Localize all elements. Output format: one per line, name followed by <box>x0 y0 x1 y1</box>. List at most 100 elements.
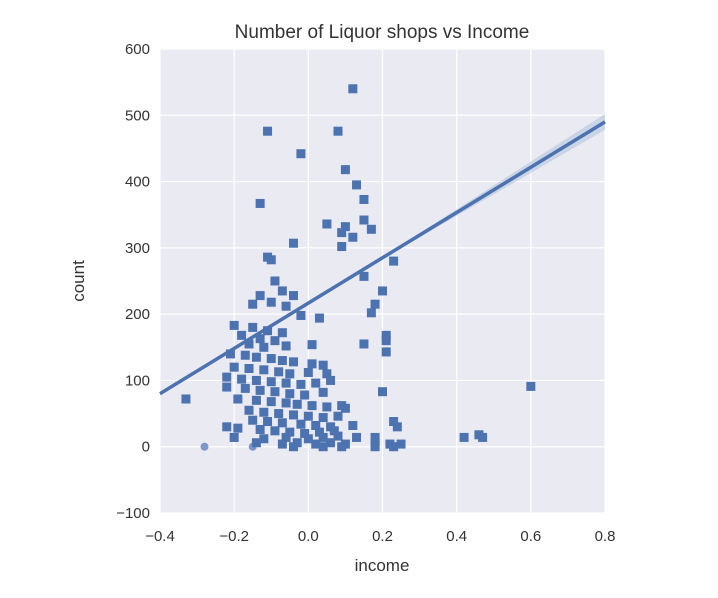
data-point-121 <box>459 432 469 442</box>
data-point-8 <box>322 219 332 229</box>
y-tick-label: 100 <box>125 372 150 389</box>
data-point-10 <box>337 228 347 238</box>
data-point-2 <box>333 126 343 136</box>
data-point-97 <box>263 417 273 427</box>
data-point-66 <box>281 378 291 388</box>
data-point-124 <box>251 438 261 448</box>
data-point-96 <box>248 415 258 425</box>
data-point-76 <box>318 387 328 397</box>
data-point-89 <box>244 405 254 415</box>
data-point-134 <box>318 442 328 452</box>
data-point-51 <box>277 356 287 366</box>
data-point-94 <box>318 413 328 423</box>
data-point-74 <box>285 389 295 399</box>
x-tick-label: 0.6 <box>520 528 541 545</box>
data-point-36 <box>237 330 247 340</box>
chart-title: Number of Liquor shops vs Income <box>235 22 530 43</box>
data-point-108 <box>285 427 295 437</box>
data-point-75 <box>300 390 310 400</box>
y-axis-label: count <box>69 260 88 302</box>
data-point-85 <box>307 401 317 411</box>
data-point-53 <box>307 359 317 369</box>
data-point-102 <box>348 421 358 431</box>
data-point-62 <box>222 372 232 382</box>
data-point-133 <box>289 442 298 452</box>
data-point-114 <box>259 434 269 444</box>
data-point-83 <box>281 398 291 408</box>
data-point-72 <box>255 385 265 395</box>
data-point-23 <box>289 291 298 301</box>
data-point-31 <box>366 308 376 318</box>
data-point-9 <box>359 215 369 225</box>
data-point-17 <box>266 255 276 265</box>
data-point-70 <box>222 382 232 392</box>
data-point-38 <box>270 336 280 346</box>
data-point-25 <box>266 297 276 307</box>
data-point-56 <box>244 363 254 373</box>
data-point-119 <box>352 432 362 442</box>
data-point-106 <box>255 424 265 434</box>
data-point-43 <box>381 330 391 340</box>
data-point-99 <box>296 419 306 429</box>
data-point-68 <box>311 378 321 388</box>
data-point-60 <box>303 367 313 377</box>
data-point-57 <box>259 365 269 375</box>
data-point-81 <box>251 395 261 405</box>
data-point-138 <box>200 442 209 451</box>
data-point-84 <box>292 399 302 409</box>
data-point-77 <box>378 387 387 397</box>
data-point-132 <box>396 439 406 449</box>
x-tick-label: 0.0 <box>298 528 319 545</box>
data-point-0 <box>348 84 358 94</box>
data-point-20 <box>270 276 280 286</box>
data-point-123 <box>478 432 488 442</box>
data-point-86 <box>322 402 332 412</box>
data-point-46 <box>381 347 391 357</box>
data-point-32 <box>229 320 239 330</box>
data-point-34 <box>263 326 273 336</box>
data-point-63 <box>237 374 247 384</box>
data-point-47 <box>225 349 235 359</box>
data-point-71 <box>240 383 250 393</box>
data-point-109 <box>300 428 310 438</box>
data-point-52 <box>289 357 298 367</box>
data-point-105 <box>233 423 243 433</box>
y-tick-label: 400 <box>125 174 150 191</box>
data-points <box>181 84 536 452</box>
data-point-44 <box>381 336 391 346</box>
y-tick-label: 300 <box>125 240 150 257</box>
data-point-21 <box>277 286 287 296</box>
data-point-117 <box>318 432 328 442</box>
x-tick-labels: −0.4 −0.2 0.0 0.2 0.4 0.6 0.8 <box>145 528 615 545</box>
data-point-80 <box>233 394 243 404</box>
x-tick-label: 0.4 <box>446 528 467 545</box>
data-point-11 <box>340 222 350 232</box>
data-point-112 <box>392 422 402 432</box>
data-point-15 <box>289 238 298 248</box>
data-point-33 <box>248 322 258 332</box>
data-point-37 <box>255 334 265 344</box>
data-point-116 <box>303 434 313 444</box>
data-point-5 <box>352 180 362 190</box>
grid-lines <box>159 48 606 514</box>
y-tick-label: 0 <box>142 439 150 456</box>
y-tick-label: 600 <box>125 41 150 58</box>
data-point-139 <box>248 442 257 451</box>
data-point-79 <box>181 394 191 404</box>
data-point-93 <box>303 411 313 421</box>
data-point-78 <box>526 381 536 391</box>
data-point-1 <box>263 126 273 136</box>
data-point-90 <box>259 407 269 417</box>
data-point-14 <box>337 242 347 252</box>
data-point-13 <box>348 232 358 242</box>
data-point-58 <box>274 367 284 377</box>
data-point-100 <box>311 421 321 431</box>
data-point-29 <box>296 310 306 320</box>
data-point-41 <box>281 341 291 351</box>
data-point-128 <box>326 438 336 448</box>
data-point-39 <box>244 339 254 349</box>
data-point-120 <box>370 432 380 442</box>
data-point-50 <box>266 354 276 364</box>
data-point-73 <box>270 387 280 397</box>
data-point-127 <box>311 439 321 449</box>
